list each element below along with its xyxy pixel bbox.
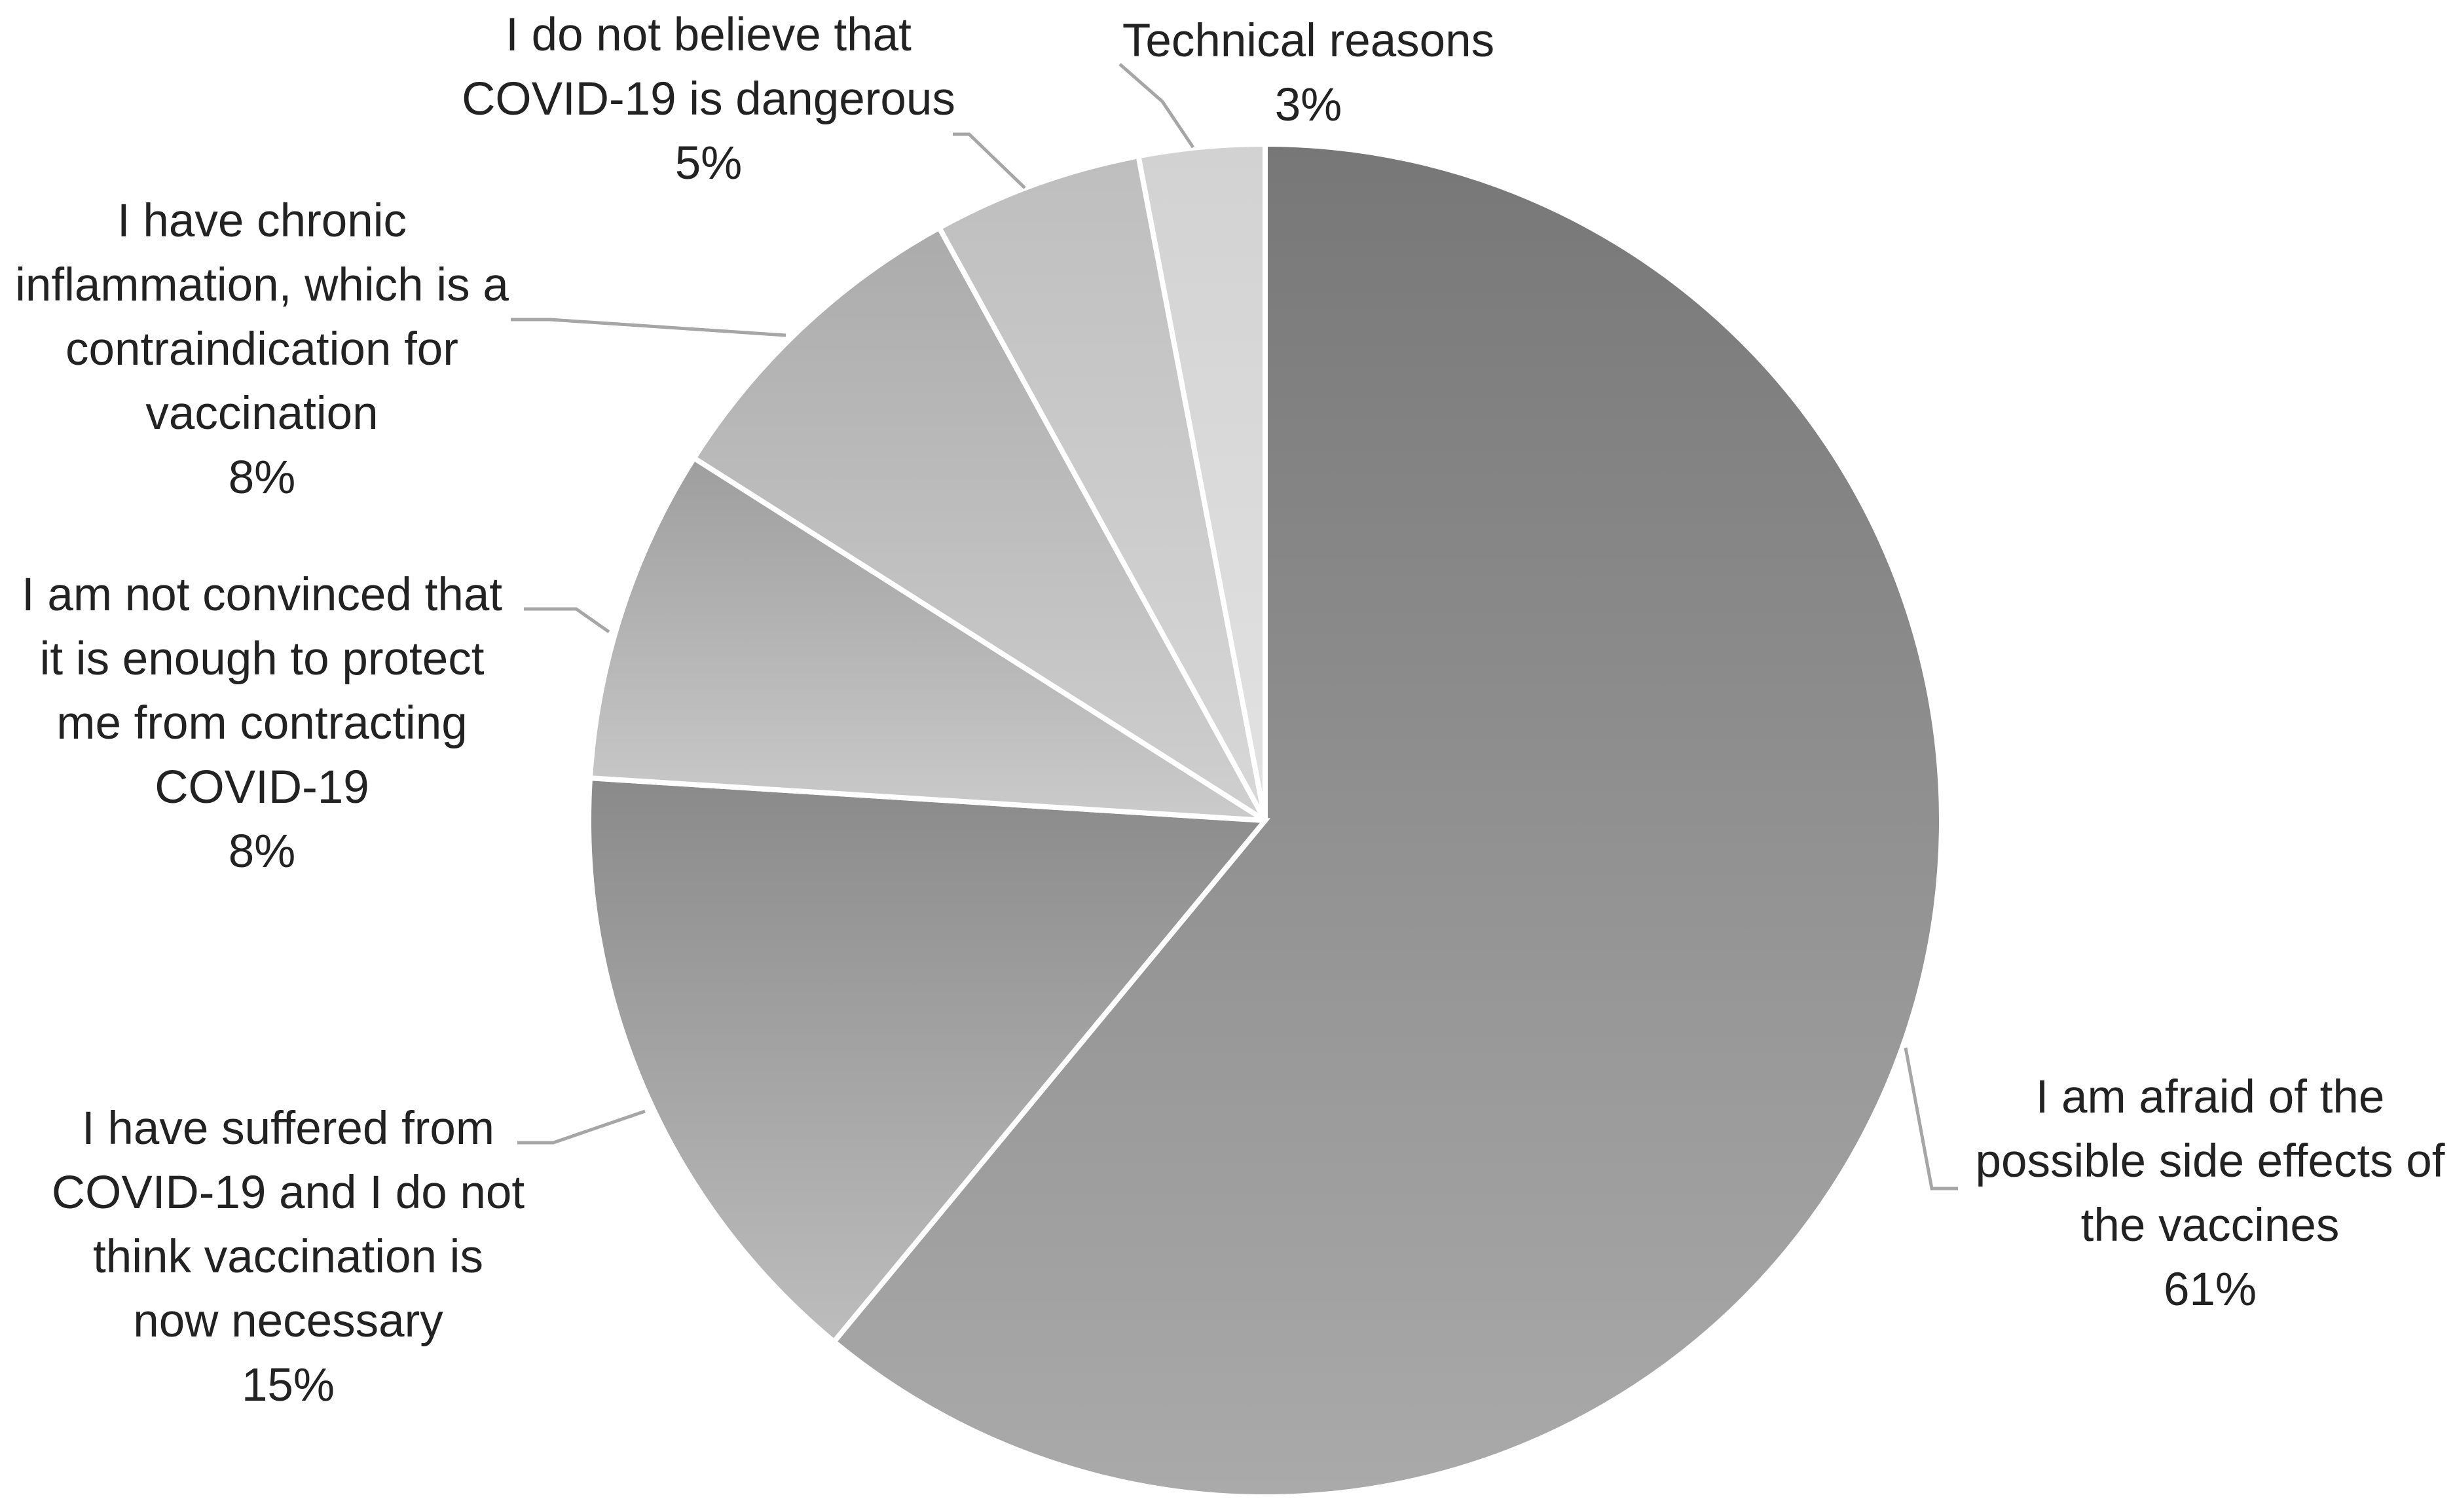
pie-slice-2 — [586, 775, 1271, 1346]
slice-label-2-line-2: COVID-19 and I do not — [52, 1167, 525, 1219]
slice-labels: I am afraid of the possible side effects … — [15, 9, 2445, 1411]
slice-label-3-line-3: me from contracting — [56, 697, 467, 749]
leader-line-5 — [953, 132, 1026, 189]
pie-slice-5 — [935, 153, 1268, 822]
slice-label-1-line-2: possible side effects of — [1975, 1135, 2445, 1187]
slice-label-2-line-4: now necessary — [133, 1295, 443, 1347]
slice-value-5: 5% — [675, 138, 743, 189]
slice-label-4-line-2: inflammation, which is a — [15, 259, 509, 311]
leader-line-4 — [511, 318, 786, 337]
leader-lines — [511, 63, 1958, 1190]
slice-label-3-line-1: I am not convinced that — [22, 569, 502, 621]
slice-label-1-line-1: I am afraid of the — [2036, 1071, 2385, 1123]
slice-label-2-line-3: think vaccination is — [93, 1231, 483, 1283]
leader-line-1 — [1904, 1047, 1958, 1190]
slice-value-6: 3% — [1275, 79, 1342, 131]
slice-label-4-line-1: I have chronic — [117, 195, 407, 247]
slice-value-3: 8% — [229, 826, 296, 877]
slice-value-2: 15% — [242, 1359, 335, 1411]
pie-slice-6 — [1135, 141, 1268, 821]
pie-slice-4 — [690, 224, 1268, 823]
slice-label-3-line-4: COVID-19 — [155, 762, 369, 813]
slice-label-1-line-3: the vaccines — [2081, 1200, 2340, 1251]
slice-label-5-line-1: I do not believe that — [506, 9, 912, 61]
leader-line-3 — [524, 607, 610, 634]
pie-slice-1 — [830, 141, 1944, 1500]
slice-label-5-line-2: COVID-19 is dangerous — [462, 73, 955, 125]
pie-slice-3 — [587, 454, 1267, 823]
slice-label-4-line-3: contraindication for — [65, 323, 458, 375]
slice-label-2-line-1: I have suffered from — [82, 1103, 494, 1154]
leader-line-2 — [517, 1109, 646, 1145]
slice-value-1: 61% — [2164, 1264, 2257, 1316]
slice-label-6-line-1: Technical reasons — [1122, 15, 1494, 67]
slice-label-3-line-2: it is enough to protect — [40, 633, 485, 685]
slice-value-4: 8% — [229, 452, 296, 504]
pie-slices — [586, 141, 1944, 1500]
leader-line-6 — [1118, 63, 1195, 149]
slice-label-4-line-4: vaccination — [145, 388, 378, 439]
